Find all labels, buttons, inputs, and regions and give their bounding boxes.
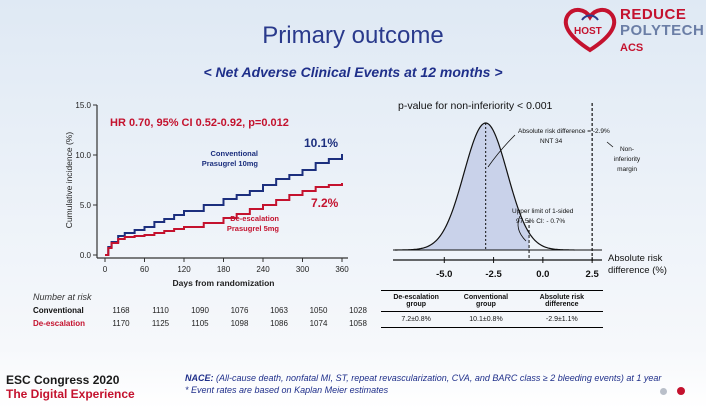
deescalation-curve bbox=[105, 183, 343, 256]
risk-count: 1110 bbox=[152, 306, 169, 315]
y-axis-label: Cumulative incidence (%) bbox=[64, 132, 74, 229]
distribution-curve bbox=[395, 122, 575, 251]
deescalation-label-line1: De-escalation bbox=[230, 214, 279, 223]
risk-count: 1125 bbox=[151, 319, 170, 328]
heart-icon bbox=[563, 8, 617, 53]
x-tick-label: 180 bbox=[217, 265, 231, 274]
risk-count: 1098 bbox=[230, 319, 249, 328]
deescalation-end-value: 7.2% bbox=[311, 196, 339, 210]
table-header-conventional: Conventional group bbox=[451, 290, 521, 312]
distribution-x-label-line2: difference (%) bbox=[608, 265, 667, 276]
risk-difference-distribution-chart: p-value for non-inferiority < 0.001 -5.0 -… bbox=[393, 100, 667, 280]
risk-difference-annotation: Absolute risk difference = -2.9% bbox=[518, 128, 610, 135]
hazard-ratio-annotation: HR 0.70, 95% CI 0.52-0.92, p=0.012 bbox=[110, 117, 289, 129]
y-tick-label: 5.0 bbox=[80, 201, 92, 210]
margin-annotation-line3: margin bbox=[617, 166, 637, 173]
event-rate-table: De-escalation group Conventional group A… bbox=[381, 290, 603, 328]
x-tick-label: 300 bbox=[296, 265, 310, 274]
upper-limit-pointer bbox=[517, 215, 527, 242]
risk-count: 1076 bbox=[230, 306, 249, 315]
table-cell-conventional: 10.1±0.8% bbox=[451, 311, 521, 328]
x-tick-label: 0 bbox=[103, 265, 108, 274]
upper-limit-annotation-line2: 97.5% CI: - 0.7% bbox=[516, 218, 565, 225]
risk-count: 1028 bbox=[349, 306, 367, 315]
upper-limit-annotation-line1: Upper limit of 1-sided bbox=[512, 208, 574, 215]
conventional-curve bbox=[105, 154, 343, 256]
nace-definition: NACE: (All-cause death, nonfatal MI, ST,… bbox=[185, 373, 661, 383]
conventional-label-line2: Prasugrel 10mg bbox=[202, 159, 259, 168]
risk-table-row: Conventional 1168 1110 1090 1076 1063 1050 1028 bbox=[0, 306, 367, 318]
distribution-tick-label: -2.5 bbox=[485, 269, 502, 280]
distribution-tick-label: -5.0 bbox=[436, 269, 452, 280]
slide-title: Primary outcome bbox=[262, 22, 444, 49]
risk-row-label: De-escalation bbox=[33, 319, 86, 328]
table-row: 7.2±0.8% 10.1±0.8% -2.9±1.1% bbox=[381, 311, 603, 328]
risk-count: 1058 bbox=[349, 319, 367, 328]
margin-annotation-line1: Non- bbox=[620, 146, 634, 153]
logo-acs-text: ACS bbox=[620, 42, 644, 54]
logo-reduce-text: REDUCE bbox=[620, 6, 687, 23]
risk-count: 1090 bbox=[191, 306, 209, 315]
deescalation-label-line2: Prasugrel 5mg bbox=[227, 224, 280, 233]
y-tick-label: 15.0 bbox=[75, 101, 91, 110]
logo-polytech-text: POLYTECH bbox=[620, 22, 705, 39]
table-cell-deescalation: 7.2±0.8% bbox=[381, 311, 452, 328]
distribution-x-label-line1: Absolute risk bbox=[608, 253, 663, 264]
table-cell-risk-difference: -2.9±1.1% bbox=[520, 311, 603, 328]
non-inferiority-p-value: p-value for non-inferiority < 0.001 bbox=[398, 100, 553, 112]
margin-pointer bbox=[606, 141, 614, 148]
x-axis-label: Days from randomization bbox=[172, 278, 274, 288]
risk-count: 1105 bbox=[191, 319, 209, 328]
decor-dot-red bbox=[677, 387, 685, 395]
risk-row-label: Conventional bbox=[33, 306, 84, 315]
digital-experience-label: The Digital Experience bbox=[6, 387, 135, 401]
conventional-label-line1: Conventional bbox=[210, 149, 258, 158]
risk-count: 1063 bbox=[270, 306, 288, 315]
risk-difference-pointer bbox=[487, 134, 516, 168]
x-tick-label: 240 bbox=[256, 265, 270, 274]
y-tick-label: 0.0 bbox=[80, 251, 92, 260]
risk-count: 1168 bbox=[112, 306, 130, 315]
decor-dot-gray bbox=[660, 388, 667, 395]
x-tick-label: 60 bbox=[140, 265, 149, 274]
conventional-end-value: 10.1% bbox=[304, 136, 338, 150]
km-incidence-chart: 0.0 5.0 10.0 15.0 0 60 120 180 240 300 360 Days fro… bbox=[64, 101, 349, 288]
kaplan-meier-note: * Event rates are based on Kaplan Meier … bbox=[185, 385, 389, 395]
nnt-annotation: NNT 34 bbox=[540, 138, 563, 145]
reduce-polytech-logo: HOST REDUCE POLYTECH ACS bbox=[560, 4, 706, 60]
nace-text: (All-cause death, nonfatal MI, ST, repea… bbox=[216, 373, 662, 383]
risk-count: 1050 bbox=[309, 306, 328, 315]
distribution-tick-label: 0.0 bbox=[536, 269, 549, 280]
nace-label: NACE: bbox=[185, 373, 214, 383]
risk-count: 1074 bbox=[309, 319, 328, 328]
risk-table-title: Number at risk bbox=[33, 292, 92, 302]
risk-count: 1170 bbox=[112, 319, 130, 328]
x-tick-label: 360 bbox=[335, 265, 349, 274]
x-tick-label: 120 bbox=[177, 265, 191, 274]
shaded-ci-area bbox=[395, 123, 530, 250]
slide-subtitle: < Net Adverse Clinical Events at 12 mont… bbox=[203, 64, 503, 80]
distribution-tick-label: 2.5 bbox=[586, 269, 600, 280]
esc-congress-label: ESC Congress 2020 bbox=[6, 373, 120, 387]
table-header-deescalation: De-escalation group bbox=[381, 290, 452, 312]
table-header-risk-difference: Absolute risk difference bbox=[520, 290, 603, 312]
margin-annotation-line2: inferiority bbox=[614, 156, 641, 163]
y-tick-label: 10.0 bbox=[75, 151, 91, 160]
logo-host-text: HOST bbox=[574, 26, 602, 37]
risk-table-row: De-escalation 1170 1125 1105 1098 1086 1074 105… bbox=[0, 319, 367, 331]
risk-count: 1086 bbox=[270, 319, 288, 328]
